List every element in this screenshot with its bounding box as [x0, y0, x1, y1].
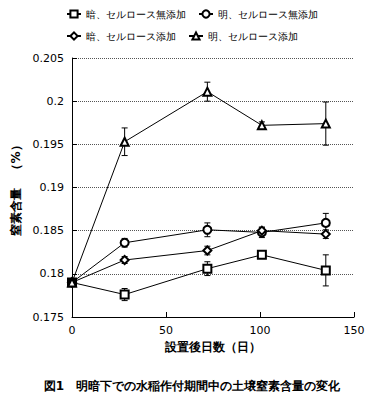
svg-text:50: 50 — [159, 324, 173, 337]
svg-text:0.18: 0.18 — [40, 267, 65, 280]
svg-text:0.185: 0.185 — [33, 224, 65, 237]
svg-text:明、セルロース無添加: 明、セルロース無添加 — [218, 9, 318, 20]
svg-text:暗、セルロース無添加: 暗、セルロース無添加 — [86, 9, 186, 20]
svg-text:0.19: 0.19 — [40, 181, 65, 194]
svg-text:150: 150 — [344, 324, 365, 337]
svg-text:0.205: 0.205 — [33, 52, 65, 65]
svg-text:図1 明暗下での水稲作付期間中の土壌窒素含量の変化: 図1 明暗下での水稲作付期間中の土壌窒素含量の変化 — [44, 379, 341, 393]
svg-text:明、セルロース添加: 明、セルロース添加 — [208, 31, 298, 42]
svg-text:窒素含量 （%）: 窒素含量 （%） — [9, 139, 23, 235]
svg-text:0: 0 — [69, 324, 76, 337]
svg-text:100: 100 — [250, 324, 271, 337]
svg-text:0.2: 0.2 — [47, 95, 65, 108]
svg-text:0.195: 0.195 — [33, 138, 65, 151]
svg-text:設置後日数（日）: 設置後日数（日） — [164, 340, 261, 354]
svg-text:暗、セルロース添加: 暗、セルロース添加 — [86, 31, 176, 42]
svg-text:0.175: 0.175 — [33, 311, 65, 324]
